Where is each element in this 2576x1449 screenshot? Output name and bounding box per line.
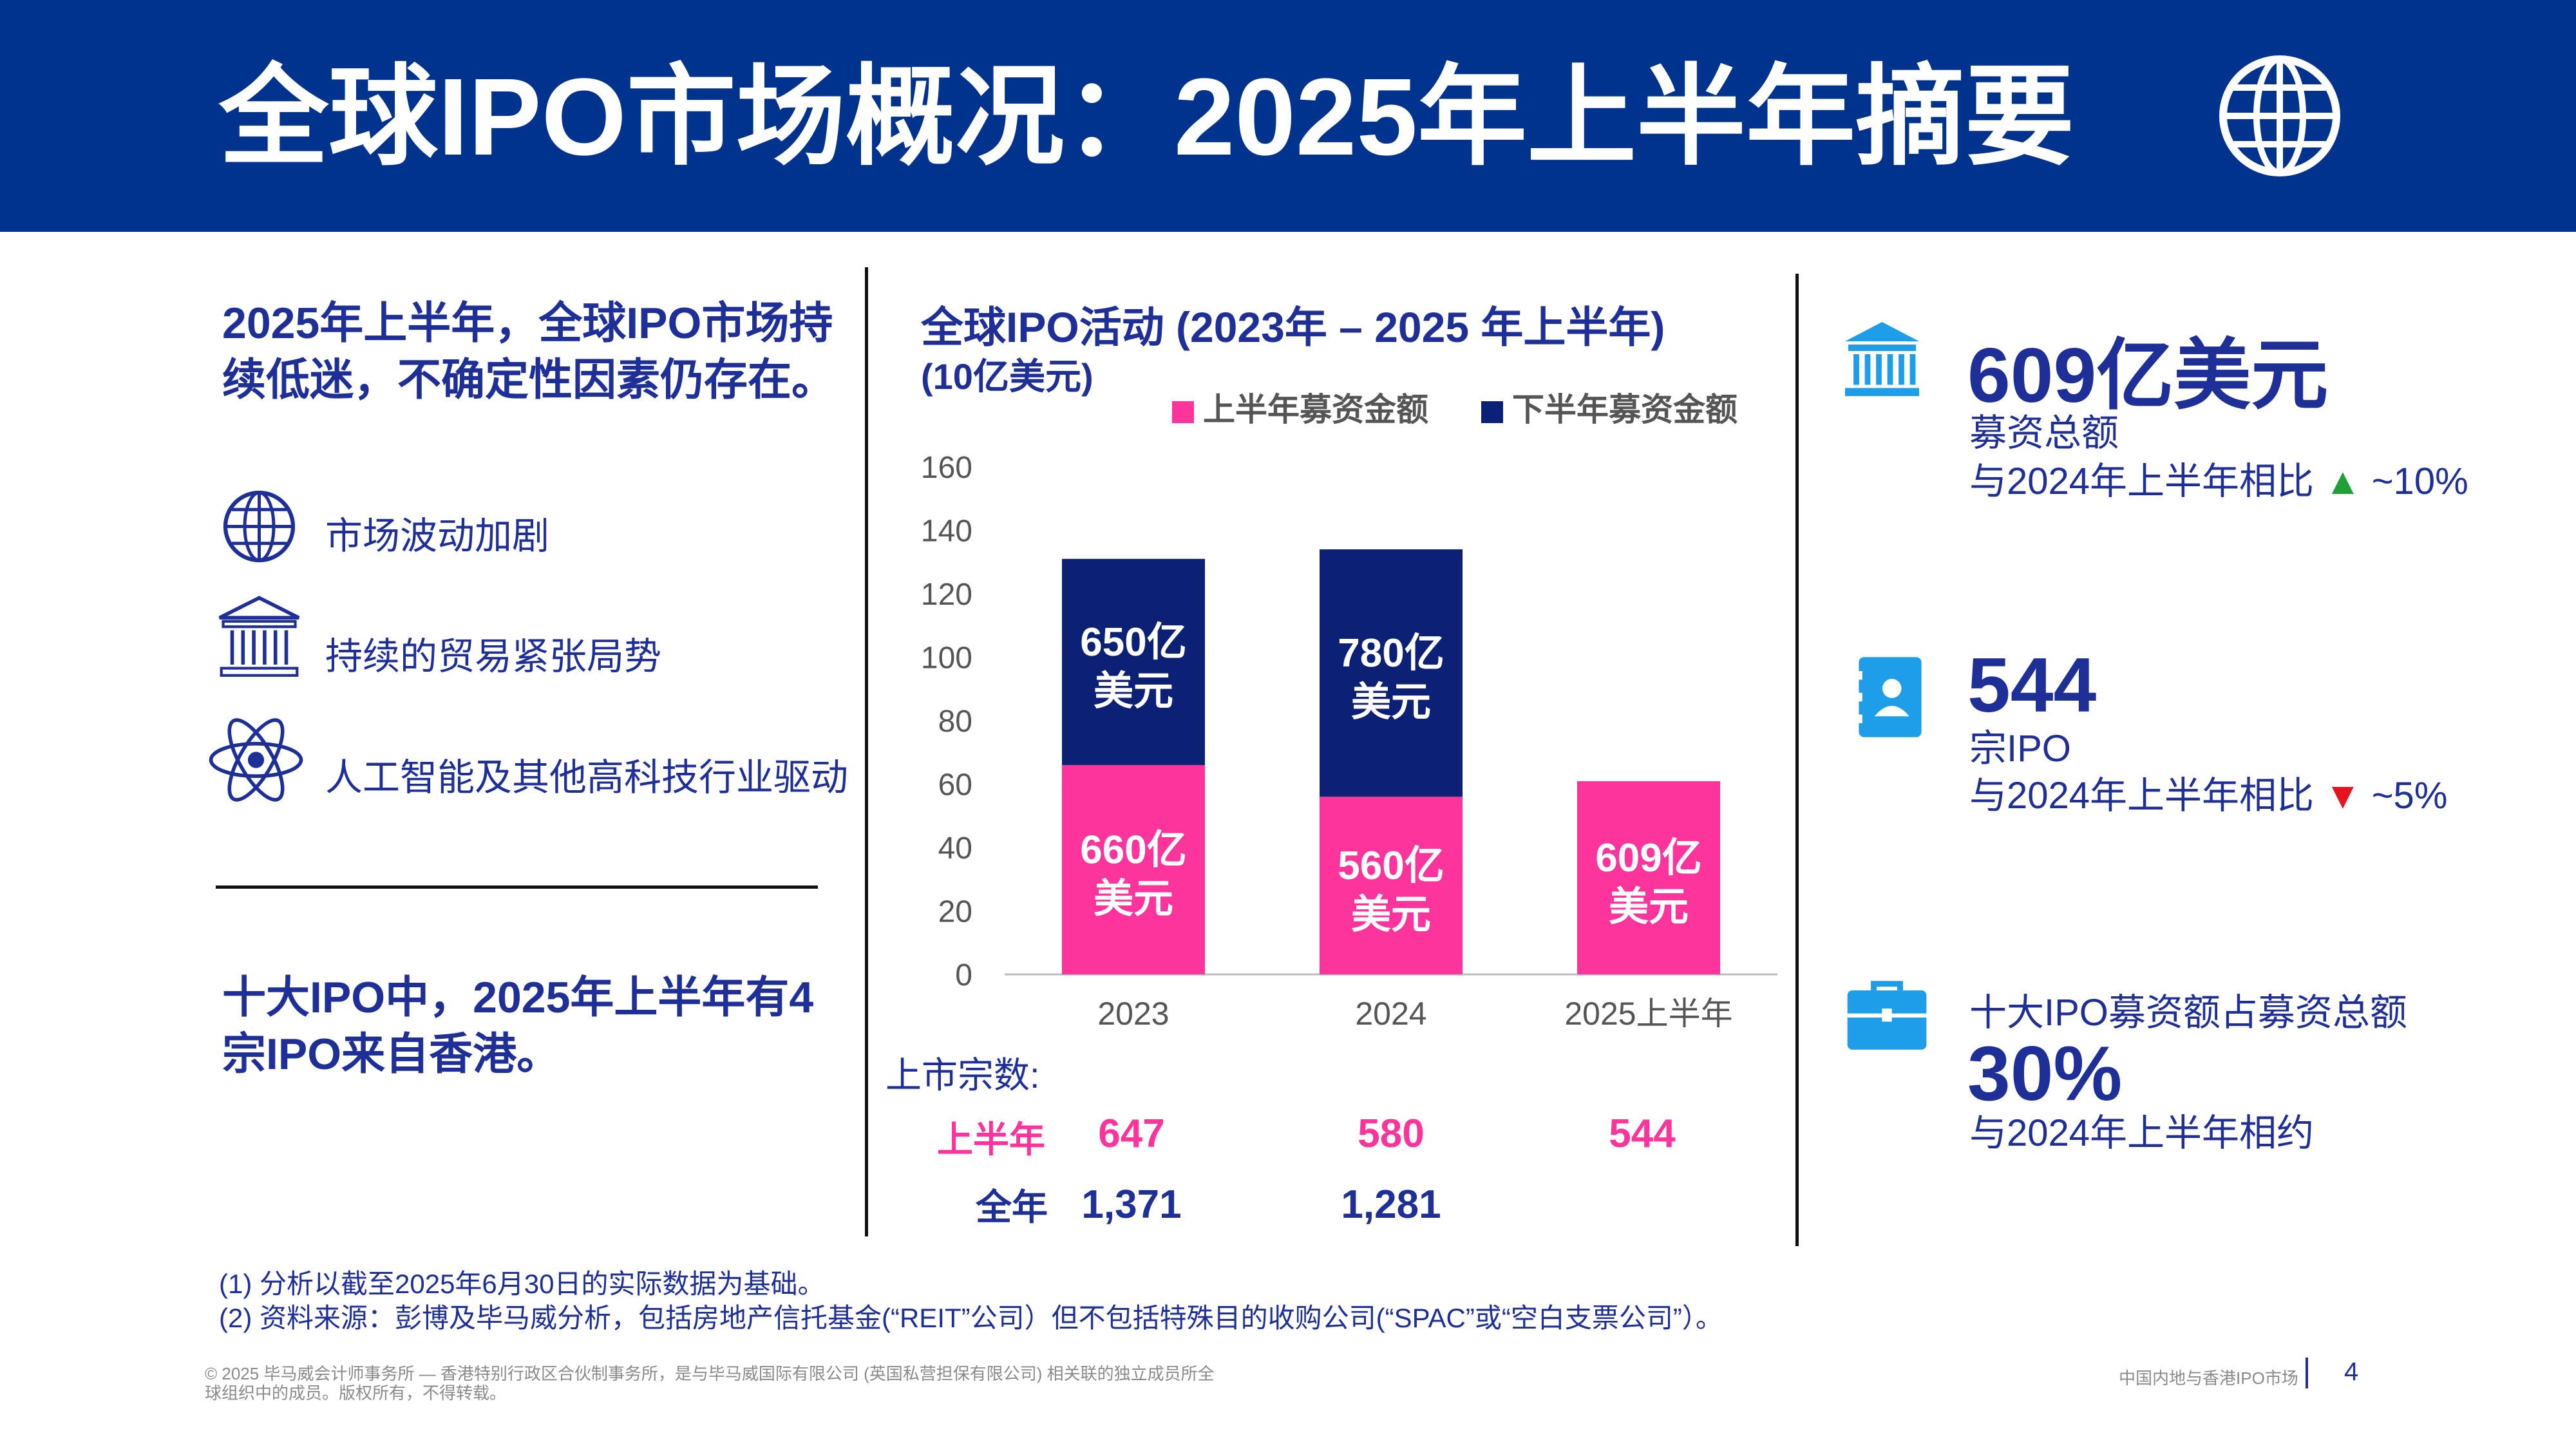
globe-icon <box>2219 55 2340 176</box>
full-count-2024: 1,281 <box>1341 1182 1441 1227</box>
full-count-2023: 1,371 <box>1081 1182 1182 1227</box>
page-number: 4 <box>2344 1358 2359 1386</box>
section-footer: 中国内地与香港IPO市场 <box>2119 1368 2298 1388</box>
bar-data-label: 650亿 <box>1080 620 1186 665</box>
column-divider <box>1795 274 1799 1246</box>
h1-count-2024: 580 <box>1358 1112 1425 1156</box>
header-banner <box>0 0 2576 232</box>
bar-data-label: 560亿 <box>1338 844 1444 888</box>
stat-ipo-count: 544 <box>1967 642 2097 728</box>
stat-total-proceeds-compare: 与2024年上半年相比 ▲ ~10% <box>1969 460 2468 502</box>
x-tick-label: 2023 <box>1097 996 1169 1032</box>
copyright-line-2: 球组织中的成员。版权所有，不得转载。 <box>205 1383 507 1403</box>
bar-data-label: 780亿 <box>1338 631 1444 676</box>
briefcase-icon <box>1847 981 1927 1050</box>
stat-top10-share: 30% <box>1967 1030 2123 1117</box>
legend-swatch <box>1172 401 1194 423</box>
y-tick-label: 60 <box>938 768 972 802</box>
h1-count-2023: 647 <box>1098 1112 1165 1156</box>
bar-segment <box>1577 781 1720 974</box>
bar-data-label: 609亿 <box>1595 836 1701 880</box>
lead-statement: 2025年上半年，全球IPO市场持续低迷，不确定性因素仍存在。 <box>222 299 836 404</box>
bar-segment <box>1320 797 1463 974</box>
bar-data-label: 660亿 <box>1080 828 1186 872</box>
bank-icon <box>218 596 300 677</box>
y-tick-label: 40 <box>938 831 972 866</box>
h1-count-2025: 544 <box>1609 1112 1676 1156</box>
factor-label-volatility: 市场波动加剧 <box>325 515 550 557</box>
x-tick-label: 2024 <box>1355 996 1426 1032</box>
chart-title: 全球IPO活动 (2023年 – 2025 年上半年) <box>921 303 1665 351</box>
stat-total-proceeds-label: 募资总额 <box>1969 412 2119 454</box>
stacked-bar-chart: 上半年募资金额 下半年募资金额020406080100120140160660亿美… <box>921 392 1777 1032</box>
stat-top10-compare: 与2024年上半年相约 <box>1969 1112 2315 1154</box>
y-tick-label: 80 <box>938 705 972 739</box>
bar-segment <box>1062 558 1205 765</box>
up-arrow-icon: ▲ <box>2324 460 2362 502</box>
y-tick-label: 140 <box>921 515 972 549</box>
bar-data-label: 美元 <box>1351 680 1431 724</box>
legend-swatch <box>1481 401 1503 423</box>
stat-ipo-count-compare: 与2024年上半年相比 ▼ ~5% <box>1969 775 2448 817</box>
y-tick-label: 160 <box>921 451 972 485</box>
bar-data-label: 美元 <box>1094 669 1173 714</box>
column-divider <box>865 267 868 1236</box>
bank-icon <box>1845 322 1919 396</box>
legend-label: 下半年募资金额 <box>1512 392 1738 428</box>
down-arrow-icon: ▼ <box>2324 775 2362 817</box>
y-tick-label: 20 <box>938 895 972 929</box>
listing-count-label: 上市宗数: <box>886 1055 1040 1095</box>
contact-card-icon <box>1855 657 1922 737</box>
bar-data-label: 美元 <box>1094 876 1173 921</box>
stat-total-proceeds: 609亿美元 <box>1967 332 2329 419</box>
copyright-line-1: © 2025 毕马威会计师事务所 — 香港特别行政区合伙制事务所，是与毕马威国际… <box>205 1364 1215 1383</box>
footnote-2: (2) 资料来源：彭博及毕马威分析，包括房地产信托基金(“REIT”公司）但不包… <box>219 1303 1723 1333</box>
globe-icon <box>223 490 296 563</box>
page-title: 全球IPO市场概况：2025年上半年摘要 <box>219 56 2075 178</box>
atom-icon <box>209 718 303 802</box>
h1-count-label: 上半年 <box>937 1119 1045 1160</box>
chart-unit: (10亿美元) <box>921 356 1094 397</box>
stat-top10-label: 十大IPO募资额占募资总额 <box>1969 992 2407 1034</box>
hk-ipo-statement: 十大IPO中，2025年上半年有4宗IPO来自香港。 <box>222 973 814 1079</box>
factor-label-trade-tension: 持续的贸易紧张局势 <box>325 636 662 677</box>
factor-label-ai-tech: 人工智能及其他高科技行业驱动 <box>325 757 849 799</box>
footer-divider <box>2306 1358 2308 1388</box>
full-year-count-label: 全年 <box>976 1187 1048 1227</box>
bar-data-label: 美元 <box>1351 893 1431 937</box>
y-tick-label: 120 <box>921 578 972 612</box>
legend-label: 上半年募资金额 <box>1203 392 1428 428</box>
bar-segment <box>1320 549 1463 797</box>
footnote-1: (1) 分析以截至2025年6月30日的实际数据为基础。 <box>219 1269 825 1299</box>
y-tick-label: 0 <box>955 958 972 992</box>
stat-ipo-count-label: 宗IPO <box>1969 728 2071 770</box>
bar-data-label: 美元 <box>1609 885 1689 929</box>
bar-segment <box>1062 764 1205 974</box>
y-tick-label: 100 <box>921 641 972 676</box>
divider <box>216 886 818 889</box>
x-tick-label: 2025上半年 <box>1564 996 1732 1032</box>
